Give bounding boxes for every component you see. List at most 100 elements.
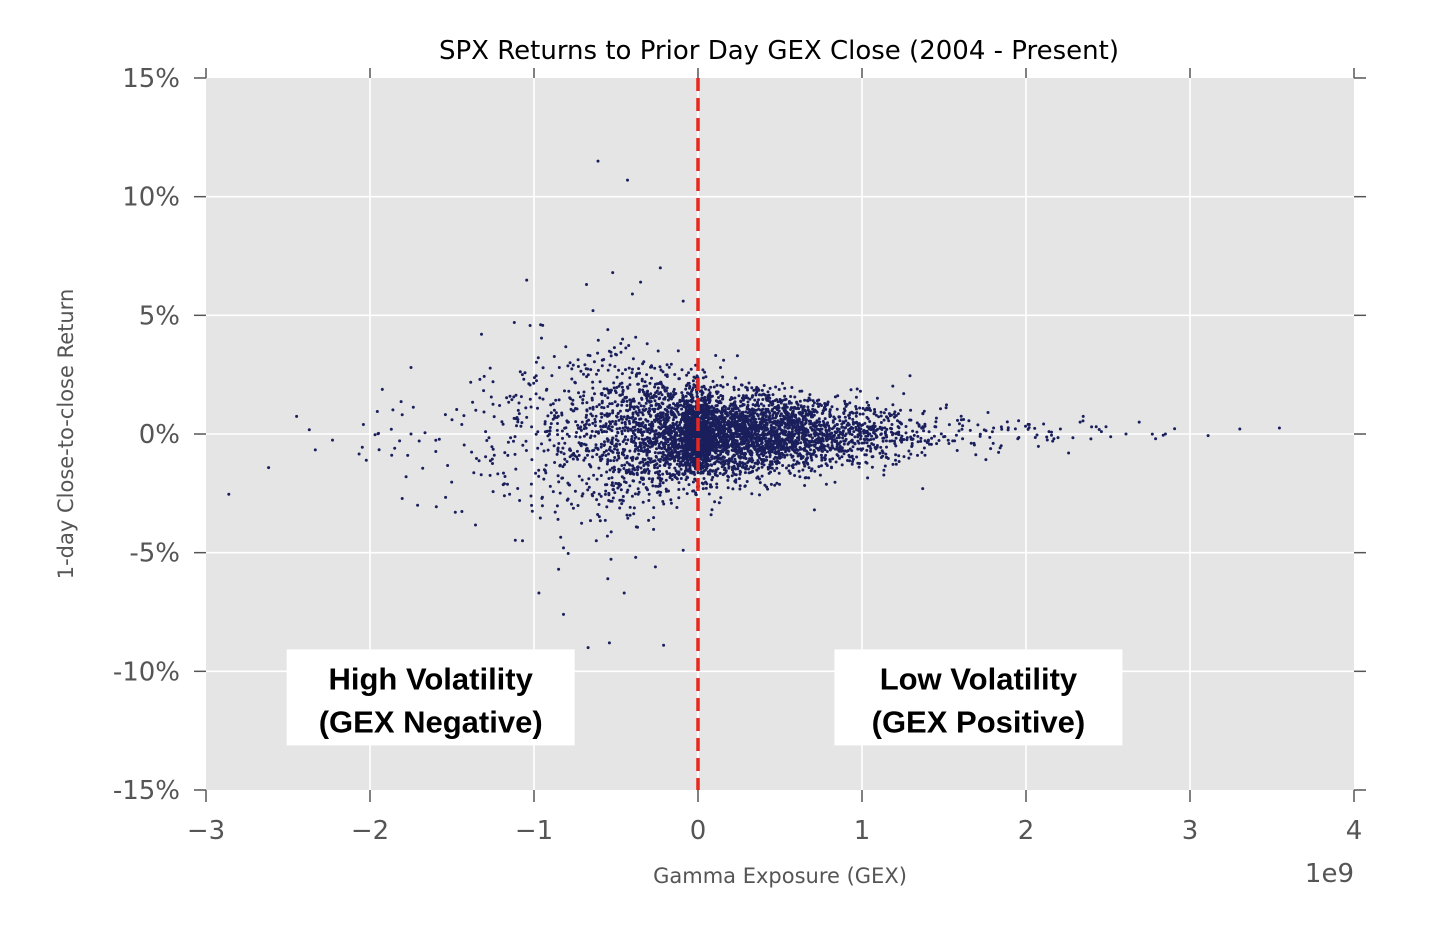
data-point bbox=[845, 449, 849, 453]
data-point bbox=[786, 434, 790, 438]
data-point bbox=[665, 448, 669, 452]
data-point bbox=[701, 487, 705, 491]
data-point bbox=[735, 452, 739, 456]
data-point bbox=[733, 419, 737, 423]
data-point bbox=[576, 423, 580, 427]
data-point bbox=[857, 433, 861, 437]
data-point bbox=[600, 412, 604, 416]
data-point bbox=[844, 437, 848, 441]
data-point bbox=[702, 458, 706, 462]
data-point bbox=[669, 437, 673, 441]
data-point bbox=[770, 409, 774, 413]
data-point bbox=[715, 446, 719, 450]
data-point bbox=[699, 462, 703, 466]
data-point bbox=[679, 449, 683, 453]
data-point bbox=[646, 436, 649, 439]
data-point bbox=[708, 445, 712, 449]
data-point bbox=[787, 464, 791, 468]
data-point bbox=[608, 412, 612, 416]
data-point bbox=[551, 402, 555, 406]
data-point bbox=[661, 402, 665, 406]
data-point bbox=[909, 436, 913, 440]
data-point bbox=[518, 499, 522, 502]
data-point bbox=[775, 466, 779, 470]
data-point bbox=[608, 363, 612, 367]
data-point bbox=[858, 412, 862, 416]
data-point bbox=[957, 429, 961, 433]
data-point bbox=[700, 385, 704, 389]
data-point bbox=[680, 391, 684, 395]
data-point bbox=[1033, 436, 1037, 439]
data-point bbox=[702, 477, 706, 480]
data-point bbox=[642, 464, 646, 468]
data-point bbox=[613, 400, 617, 404]
data-point bbox=[576, 504, 580, 507]
data-point bbox=[860, 441, 864, 445]
data-point bbox=[628, 398, 632, 402]
data-point bbox=[620, 475, 624, 479]
data-point bbox=[614, 352, 617, 356]
data-point bbox=[865, 400, 869, 404]
data-point bbox=[720, 412, 724, 416]
data-point bbox=[867, 403, 871, 407]
data-point bbox=[757, 404, 761, 408]
data-point bbox=[605, 483, 609, 487]
data-point bbox=[642, 438, 646, 442]
data-point bbox=[922, 446, 926, 450]
data-point bbox=[455, 408, 459, 411]
data-point bbox=[622, 399, 626, 403]
data-point bbox=[540, 504, 544, 508]
data-point bbox=[808, 393, 812, 397]
data-point bbox=[768, 460, 772, 464]
data-point bbox=[1058, 427, 1062, 431]
data-point bbox=[703, 450, 707, 454]
data-point bbox=[474, 408, 478, 412]
data-point bbox=[768, 414, 772, 418]
data-point bbox=[795, 447, 798, 451]
data-point bbox=[1277, 426, 1281, 430]
data-point bbox=[671, 442, 675, 446]
data-point bbox=[874, 413, 878, 417]
data-point bbox=[734, 446, 738, 450]
data-point bbox=[865, 448, 869, 452]
data-point bbox=[544, 388, 548, 392]
data-point bbox=[759, 426, 763, 430]
data-point bbox=[869, 409, 872, 412]
data-point bbox=[857, 465, 861, 469]
data-point bbox=[810, 422, 814, 426]
data-point bbox=[669, 362, 673, 366]
data-point bbox=[659, 391, 663, 394]
data-point bbox=[865, 406, 869, 410]
data-point bbox=[731, 487, 735, 491]
data-point bbox=[622, 415, 626, 419]
data-point bbox=[589, 465, 593, 469]
data-point bbox=[658, 482, 662, 486]
data-point bbox=[699, 435, 703, 439]
data-point bbox=[492, 453, 496, 457]
data-point bbox=[380, 387, 384, 391]
data-point bbox=[896, 419, 899, 423]
data-point bbox=[833, 395, 837, 399]
data-point bbox=[684, 394, 688, 398]
data-point bbox=[541, 366, 545, 370]
data-point bbox=[776, 411, 780, 415]
data-point bbox=[814, 431, 818, 435]
data-point bbox=[658, 464, 662, 468]
data-point bbox=[618, 426, 622, 430]
data-point bbox=[603, 443, 606, 447]
data-point bbox=[628, 513, 632, 517]
data-point bbox=[390, 453, 394, 457]
data-point bbox=[741, 402, 745, 406]
data-point bbox=[708, 459, 712, 462]
data-point bbox=[657, 472, 660, 476]
data-point bbox=[902, 455, 906, 459]
data-point bbox=[774, 385, 778, 389]
data-point bbox=[540, 336, 543, 340]
data-point bbox=[552, 355, 556, 358]
data-point bbox=[738, 416, 742, 420]
data-point bbox=[710, 478, 714, 482]
data-point bbox=[675, 506, 679, 509]
data-point bbox=[850, 455, 854, 459]
data-point bbox=[530, 425, 534, 429]
data-point bbox=[772, 447, 776, 451]
